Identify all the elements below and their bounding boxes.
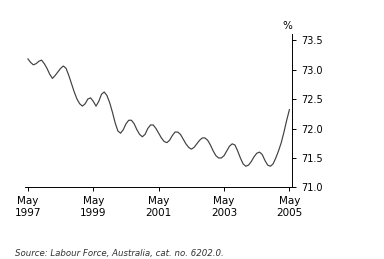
- Text: Source: Labour Force, Australia, cat. no. 6202.0.: Source: Labour Force, Australia, cat. no…: [15, 249, 224, 258]
- Text: %: %: [282, 21, 292, 31]
